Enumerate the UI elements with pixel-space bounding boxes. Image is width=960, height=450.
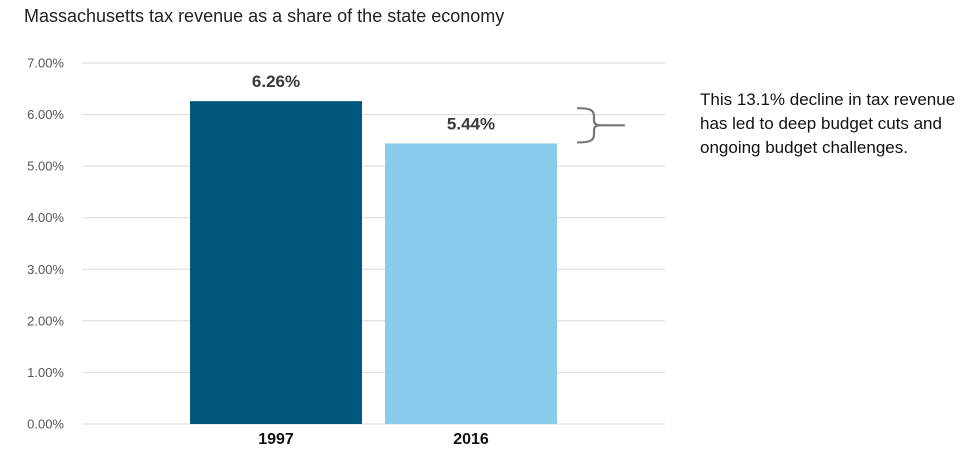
- y-tick-label: 2.00%: [27, 313, 64, 328]
- y-tick-label: 7.00%: [27, 56, 64, 71]
- gridlines: [82, 62, 665, 425]
- y-tick-label: 0.00%: [27, 417, 64, 432]
- y-axis-tick-labels: 0.00% 1.00% 2.00% 3.00% 4.00% 5.00% 6.00% 7.00%: [27, 56, 64, 432]
- chart-title: Massachusetts tax revenue as a share of …: [24, 6, 505, 26]
- x-axis-category-labels: 1997 2016: [258, 431, 489, 448]
- y-tick-label: 4.00%: [27, 210, 64, 225]
- value-label-1997: 6.26%: [252, 72, 300, 91]
- y-tick-label: 6.00%: [27, 107, 64, 122]
- bars: [190, 101, 557, 425]
- y-tick-label: 5.00%: [27, 159, 64, 174]
- y-tick-label: 3.00%: [27, 262, 64, 277]
- category-label-1997: 1997: [258, 431, 294, 448]
- data-labels: 6.26% 5.44%: [252, 72, 495, 133]
- y-tick-label: 1.00%: [27, 365, 64, 380]
- decline-annotation: This 13.1% decline in tax revenue has le…: [700, 90, 956, 157]
- value-label-2016: 5.44%: [447, 114, 495, 133]
- category-label-2016: 2016: [453, 431, 489, 448]
- bar-1997: [190, 101, 362, 425]
- bar-2016: [385, 143, 557, 425]
- decline-bracket: [576, 107, 602, 144]
